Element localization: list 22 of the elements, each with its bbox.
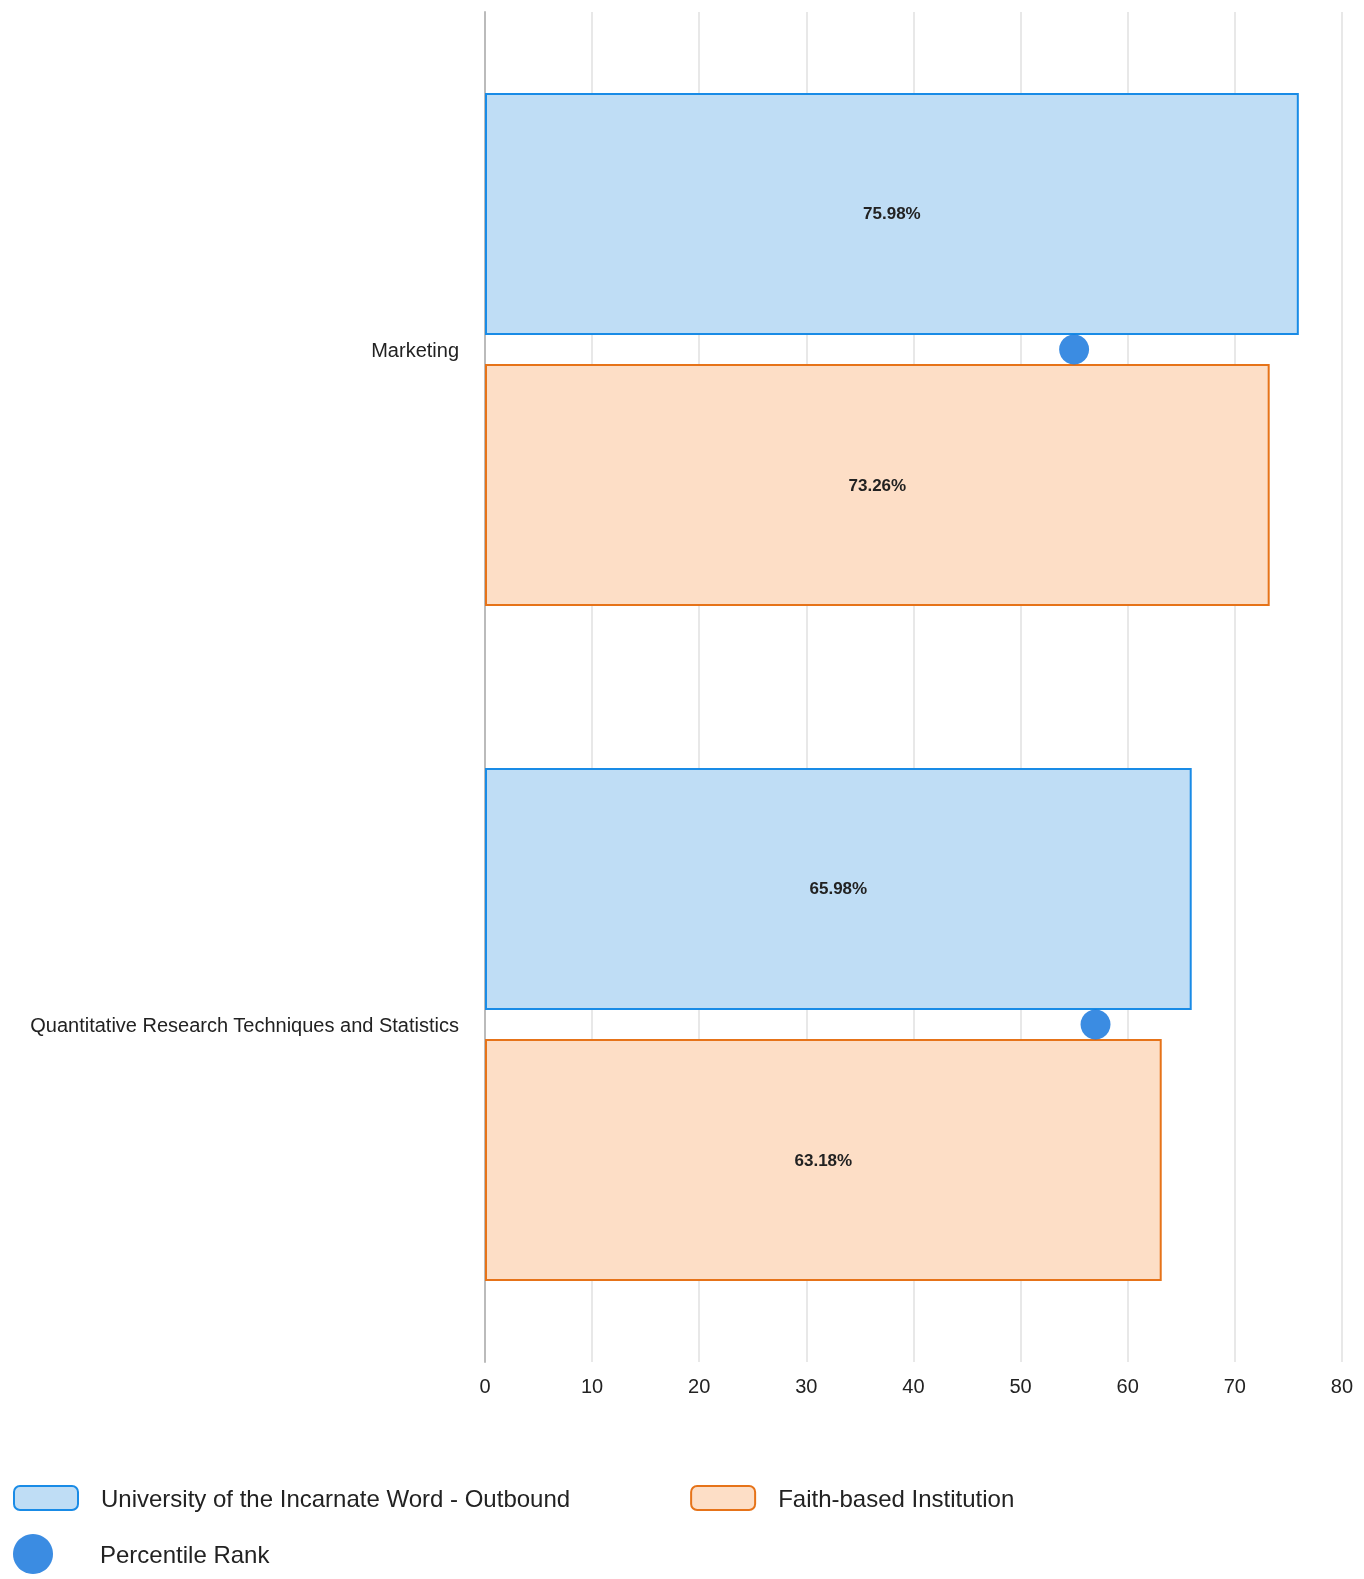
x-tick-label: 60	[1116, 1375, 1139, 1397]
x-tick-label: 0	[479, 1375, 491, 1397]
bar	[485, 768, 1192, 1010]
bar	[485, 364, 1270, 606]
y-tick-label: Quantitative Research Techniques and Statistics	[30, 1013, 459, 1036]
data-label: 75.98%	[863, 204, 921, 224]
legend-label: Percentile Rank	[100, 1540, 271, 1568]
data-label: 63.18%	[794, 1150, 853, 1170]
legend-label: Faith-based Institution	[778, 1484, 1015, 1512]
x-tick-label: 30	[795, 1375, 818, 1397]
x-tick-label: 80	[1330, 1375, 1353, 1397]
x-tick-label: 70	[1223, 1375, 1246, 1397]
legend-label: University of the Incarnate Word - Outbound	[101, 1484, 571, 1512]
x-tick-label: 10	[580, 1375, 604, 1397]
y-tick-label: Marketing	[371, 338, 459, 361]
bar	[485, 93, 1299, 335]
bar	[485, 1039, 1162, 1281]
x-tick-label: 50	[1009, 1375, 1032, 1397]
x-tick-label: 20	[688, 1375, 711, 1397]
data-label: 73.26%	[848, 475, 907, 495]
data-label: 65.98%	[809, 879, 868, 899]
x-tick-label: 40	[902, 1375, 925, 1397]
